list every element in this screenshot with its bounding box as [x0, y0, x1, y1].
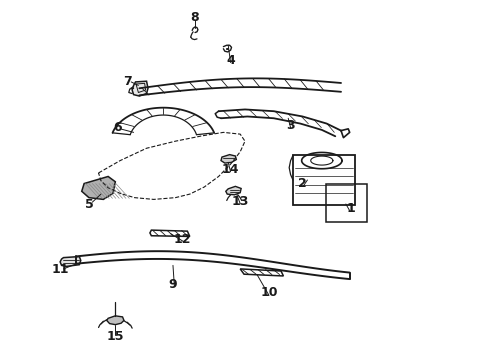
Text: 7: 7 — [123, 75, 132, 88]
Text: 8: 8 — [190, 11, 199, 24]
Polygon shape — [60, 257, 81, 266]
Polygon shape — [132, 81, 148, 96]
Text: 10: 10 — [260, 287, 278, 300]
Text: 1: 1 — [346, 202, 355, 215]
Text: 9: 9 — [169, 278, 177, 291]
Text: 5: 5 — [85, 198, 93, 211]
Polygon shape — [107, 316, 124, 325]
Text: 4: 4 — [226, 54, 235, 67]
Text: 3: 3 — [286, 119, 295, 132]
Text: 2: 2 — [298, 177, 307, 190]
Text: 14: 14 — [222, 163, 239, 176]
Text: 6: 6 — [113, 121, 122, 134]
Text: 15: 15 — [107, 330, 124, 343]
Polygon shape — [82, 176, 115, 199]
Polygon shape — [221, 154, 236, 163]
Text: 12: 12 — [174, 234, 191, 247]
Text: 11: 11 — [51, 264, 69, 276]
Polygon shape — [226, 186, 241, 195]
Text: 13: 13 — [231, 195, 249, 208]
